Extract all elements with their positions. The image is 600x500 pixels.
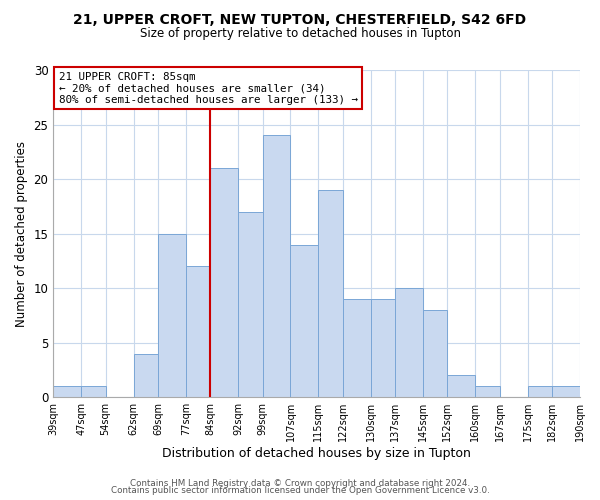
Y-axis label: Number of detached properties: Number of detached properties (15, 140, 28, 326)
Text: 21 UPPER CROFT: 85sqm
← 20% of detached houses are smaller (34)
80% of semi-deta: 21 UPPER CROFT: 85sqm ← 20% of detached … (59, 72, 358, 105)
Bar (371, 299, 395, 397)
Text: 21, UPPER CROFT, NEW TUPTON, CHESTERFIELD, S42 6FD: 21, UPPER CROFT, NEW TUPTON, CHESTERFIEL… (73, 12, 527, 26)
Bar (343, 299, 371, 397)
X-axis label: Distribution of detached houses by size in Tupton: Distribution of detached houses by size … (162, 447, 471, 460)
Bar (158, 234, 186, 397)
Bar (448, 376, 475, 397)
Bar (552, 386, 580, 397)
Bar (134, 354, 158, 397)
Text: Size of property relative to detached houses in Tupton: Size of property relative to detached ho… (139, 28, 461, 40)
Bar (238, 212, 263, 397)
Bar (53, 386, 81, 397)
Bar (186, 266, 210, 397)
Bar (475, 386, 500, 397)
Bar (423, 310, 448, 397)
Bar (319, 190, 343, 397)
Bar (263, 136, 290, 397)
Text: Contains HM Land Registry data © Crown copyright and database right 2024.: Contains HM Land Registry data © Crown c… (130, 478, 470, 488)
Bar (290, 244, 319, 397)
Bar (527, 386, 552, 397)
Bar (210, 168, 238, 397)
Bar (395, 288, 423, 397)
Bar (81, 386, 106, 397)
Text: Contains public sector information licensed under the Open Government Licence v3: Contains public sector information licen… (110, 486, 490, 495)
